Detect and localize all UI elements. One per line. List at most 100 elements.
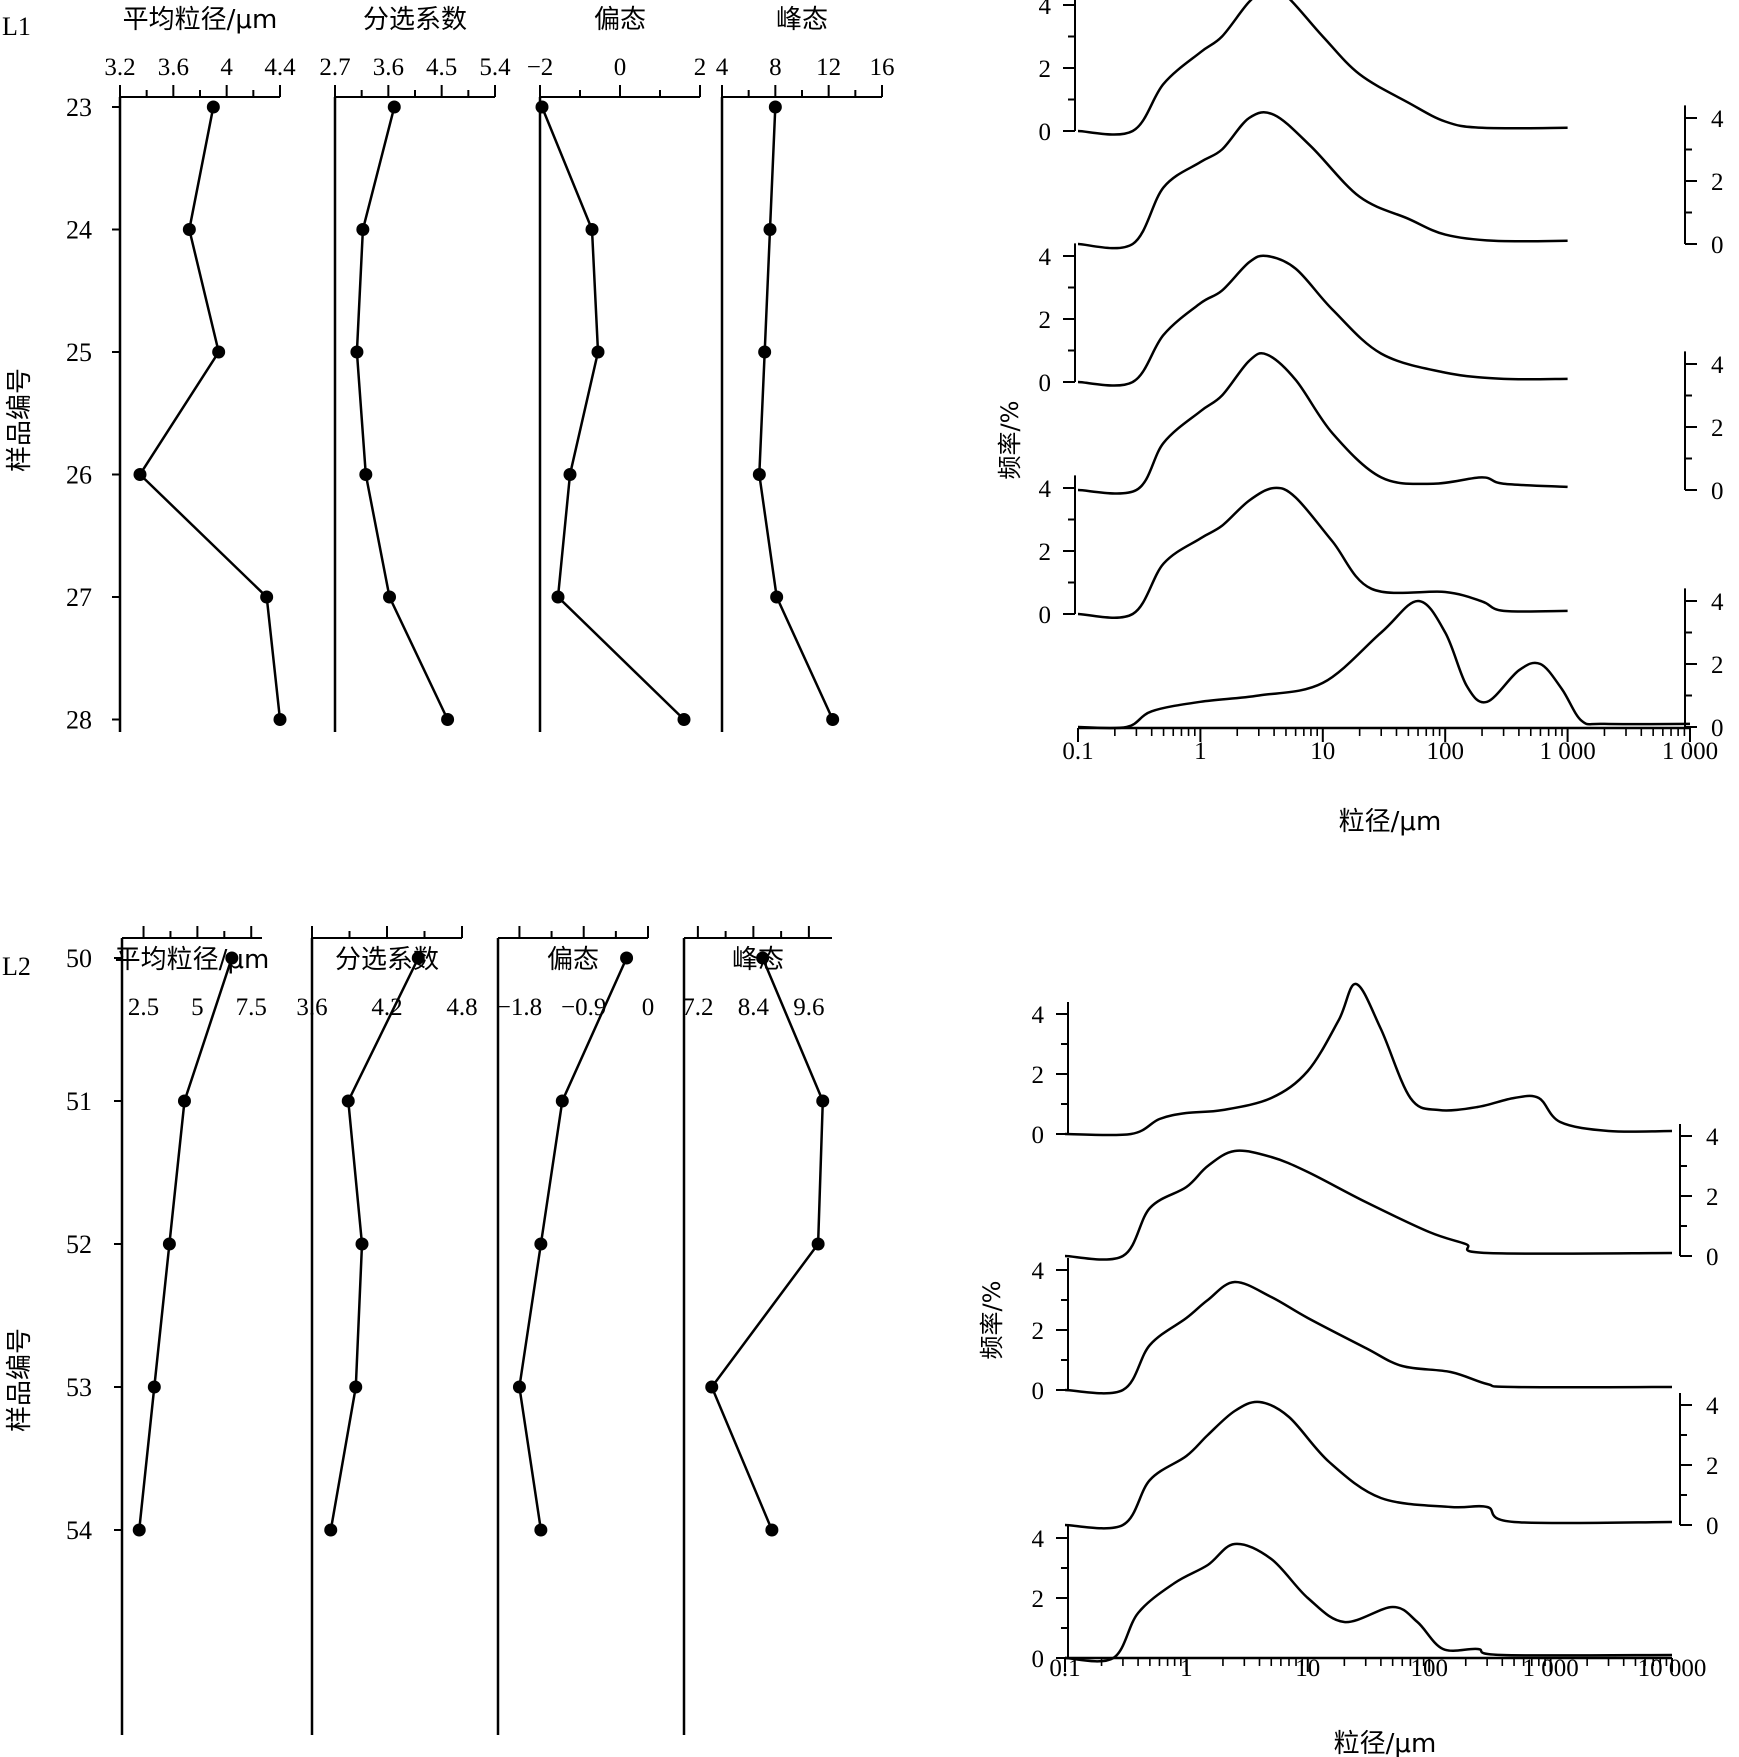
profile-title: 平均粒径/μm — [123, 5, 278, 35]
freq-tick-label: 0 — [1711, 478, 1724, 505]
profile-point — [756, 951, 770, 965]
distribution-24: 0 2 4 — [1077, 105, 1724, 259]
profile-point — [551, 590, 565, 604]
freq-tick-label: 0 — [1711, 715, 1724, 742]
distribution-curve — [1064, 1542, 1673, 1663]
size-tick-label: 1 — [1180, 1655, 1193, 1682]
freq-tick-label: 4 — [1711, 352, 1724, 379]
profile-title: 平均粒径/μm — [115, 945, 270, 975]
freq-tick-label: 4 — [1711, 106, 1724, 133]
size-tick-label: 1 000 — [1662, 738, 1718, 765]
freq-tick-label: 4 — [1032, 1002, 1045, 1029]
distribution-50: 0 2 4 — [1032, 982, 1673, 1149]
profile-point — [534, 1237, 548, 1251]
profile-title: 偏态 — [547, 945, 599, 975]
distribution-28: 0 2 4 — [1077, 588, 1724, 742]
distribution-curve — [1077, 0, 1568, 136]
size-tick-label: 0.1 — [1062, 738, 1093, 765]
freq-tick-label: 2 — [1039, 307, 1052, 334]
profile-point — [534, 1523, 548, 1537]
profile-point — [752, 468, 766, 481]
profile-tick-label: 3.6 — [296, 994, 327, 1021]
grain-size-distributions-l2: 0 2 4 0 2 4 0 2 4 0 2 4 0 2 4 0.1 1 10 100 1 000 10 000 — [1032, 982, 1719, 1682]
distribution-curve — [1077, 599, 1691, 730]
size-tick-label: 0.1 — [1049, 1655, 1080, 1682]
profile-point — [260, 590, 274, 604]
profile-point — [324, 1523, 338, 1537]
profile-point — [359, 468, 373, 481]
profile-tick-label: 2.7 — [319, 54, 350, 81]
profile-tick-label: 9.6 — [793, 994, 824, 1021]
profile-tick-label: 4 — [716, 54, 729, 81]
profile-tick-label: 4.8 — [446, 994, 477, 1021]
freq-tick-label: 0 — [1032, 1646, 1045, 1673]
sample-label: 53 — [66, 1373, 92, 1402]
profile-point — [182, 223, 196, 236]
profile-point — [620, 951, 634, 965]
profile-point — [341, 1094, 355, 1108]
distribution-curve — [1077, 486, 1568, 619]
freq-tick-label: 0 — [1032, 1378, 1045, 1405]
freq-tick-label: 2 — [1711, 652, 1724, 679]
profile-2: 分选系数 2.7 3.6 4.5 5.4 — [319, 5, 511, 732]
size-axis-label-l1: 粒径/μm — [1339, 807, 1442, 837]
profile-tick-label: 16 — [870, 54, 895, 81]
freq-axis-label-l2: 频率/% — [978, 1281, 1006, 1360]
profile-4: 峰态 4 8 12 16 — [716, 5, 895, 732]
freq-tick-label: 0 — [1706, 1244, 1719, 1271]
distribution-27: 0 2 4 — [1039, 475, 1568, 629]
profile-title: 偏态 — [594, 5, 646, 35]
distribution-54: 0 2 4 — [1032, 1526, 1673, 1673]
sample-label: 50 — [66, 944, 92, 973]
profile-line — [758, 106, 834, 721]
profile-point — [212, 345, 226, 359]
freq-tick-label: 4 — [1032, 1258, 1045, 1285]
sample-label: 52 — [66, 1230, 92, 1259]
profile-point — [387, 100, 401, 114]
profile-point — [758, 345, 772, 359]
profile-point — [768, 100, 782, 114]
profile-point — [356, 223, 370, 236]
freq-tick-label: 2 — [1032, 1318, 1045, 1345]
profile-line — [710, 957, 825, 1531]
sample-label: 23 — [66, 93, 92, 122]
size-axis: 0.1 1 10 100 1 000 1 000 — [1062, 726, 1718, 765]
profile-point — [225, 951, 239, 965]
profile-tick-label: −1.8 — [497, 994, 542, 1021]
distribution-51: 0 2 4 — [1064, 1124, 1719, 1271]
freq-tick-label: 4 — [1711, 589, 1724, 616]
sample-label: 28 — [66, 706, 92, 735]
profile-point — [512, 1380, 526, 1394]
freq-tick-label: 2 — [1039, 539, 1052, 566]
profile-point — [563, 468, 577, 481]
profile-tick-label: −2 — [527, 54, 554, 81]
profile-title: 分选系数 — [363, 5, 467, 35]
profile-tick-label: 3.6 — [373, 54, 404, 81]
profile-point — [273, 713, 287, 726]
profile-tick-label: 3.2 — [104, 54, 135, 81]
freq-tick-label: 4 — [1039, 0, 1052, 20]
profile-tick-label: −0.9 — [561, 994, 606, 1021]
profile-point — [162, 1237, 176, 1251]
profile-4: 峰态7.28.49.6 — [682, 926, 832, 1735]
distribution-52: 0 2 4 — [1032, 1258, 1673, 1405]
profile-point — [177, 1094, 191, 1108]
profile-line — [355, 106, 449, 721]
distribution-curve — [1077, 254, 1568, 387]
profile-point — [591, 345, 605, 359]
panel-label-l1: L1 — [2, 12, 31, 41]
profile-point — [383, 590, 397, 604]
profile-line — [138, 106, 282, 720]
freq-tick-label: 2 — [1032, 1062, 1045, 1089]
size-tick-label: 100 — [1410, 1655, 1448, 1682]
distribution-curve — [1064, 982, 1673, 1137]
profile-point — [826, 713, 840, 726]
distribution-curve — [1077, 352, 1568, 495]
distribution-curve — [1064, 1149, 1673, 1261]
sample-label: 51 — [66, 1087, 92, 1116]
distribution-25: 0 2 4 — [1039, 243, 1568, 397]
size-axis-label-l2: 粒径/μm — [1334, 1729, 1437, 1757]
profile-1: 平均粒径/μm 2.5 5 7.5 — [115, 926, 270, 1735]
